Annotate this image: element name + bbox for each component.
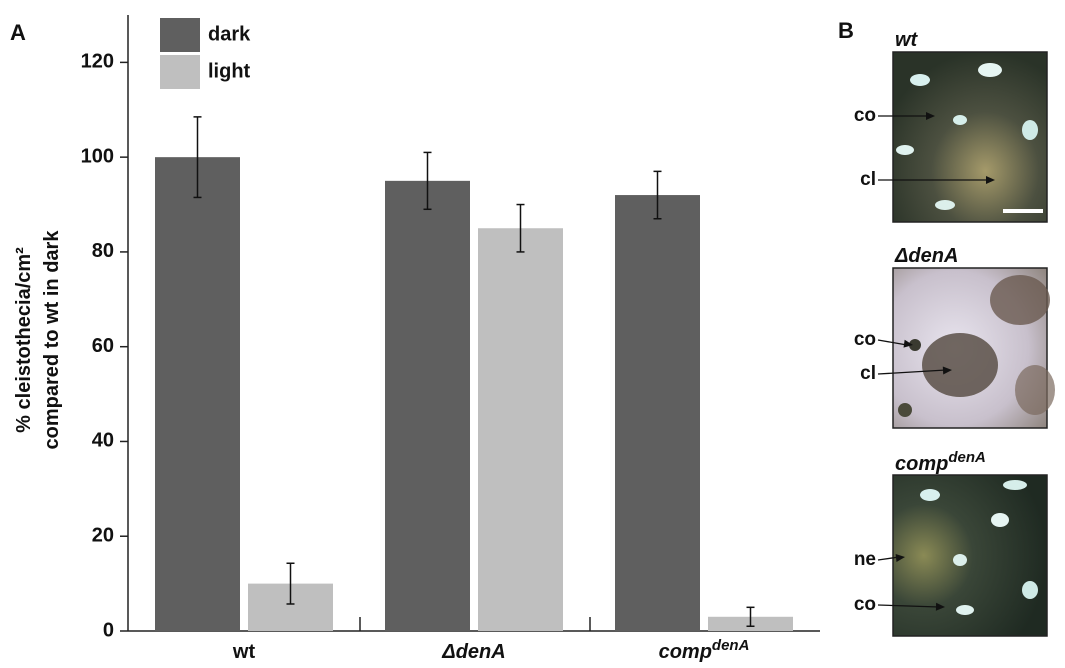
- bar: [615, 195, 700, 631]
- legend-swatch: [160, 55, 200, 89]
- panel-label: B: [838, 18, 854, 43]
- y-tick-label: 100: [81, 145, 114, 167]
- y-tick-label: 120: [81, 51, 114, 73]
- micrograph: [893, 475, 1047, 636]
- annotation-label: co: [854, 105, 876, 126]
- legend-label: light: [208, 60, 251, 82]
- x-tick-label-sup: denA: [712, 637, 750, 654]
- y-tick-label: 0: [103, 619, 114, 641]
- image-title: compdenA: [895, 449, 986, 475]
- panel-label: A: [10, 20, 26, 45]
- legend-label: dark: [208, 23, 251, 45]
- y-tick-label: 80: [92, 240, 114, 262]
- image-title-text: comp: [895, 453, 948, 475]
- y-tick-label: 20: [92, 525, 114, 547]
- annotation-label: cl: [860, 363, 876, 384]
- y-axis-label: compared to wt in dark: [41, 230, 63, 450]
- y-tick-label: 60: [92, 335, 114, 357]
- annotation-label: co: [854, 594, 876, 615]
- x-tick-label: compdenA: [659, 637, 750, 663]
- annotation-label: ne: [854, 549, 876, 570]
- x-tick-label: wt: [232, 641, 256, 663]
- bar: [478, 228, 563, 631]
- figure: A % cleistothecia/cm² compared to wt in …: [0, 0, 1065, 668]
- micrograph: [893, 268, 1055, 428]
- x-tick-label-text: ΔdenA: [441, 641, 505, 663]
- y-axis-label: % cleistothecia/cm²: [13, 247, 35, 433]
- micrograph: [893, 52, 1047, 222]
- bar: [385, 181, 470, 631]
- page: A % cleistothecia/cm² compared to wt in …: [0, 0, 1065, 668]
- image-title: wt: [895, 29, 919, 51]
- annotation-label: co: [854, 329, 876, 350]
- x-tick-label-text: comp: [659, 641, 712, 663]
- x-tick-label: ΔdenA: [441, 641, 505, 663]
- y-tick-label: 40: [92, 430, 114, 452]
- x-tick-label-text: wt: [232, 641, 256, 663]
- image-title-sup: denA: [948, 449, 986, 466]
- bar: [155, 157, 240, 631]
- legend-swatch: [160, 18, 200, 52]
- image-title: ΔdenA: [894, 245, 958, 267]
- annotation-label: cl: [860, 169, 876, 190]
